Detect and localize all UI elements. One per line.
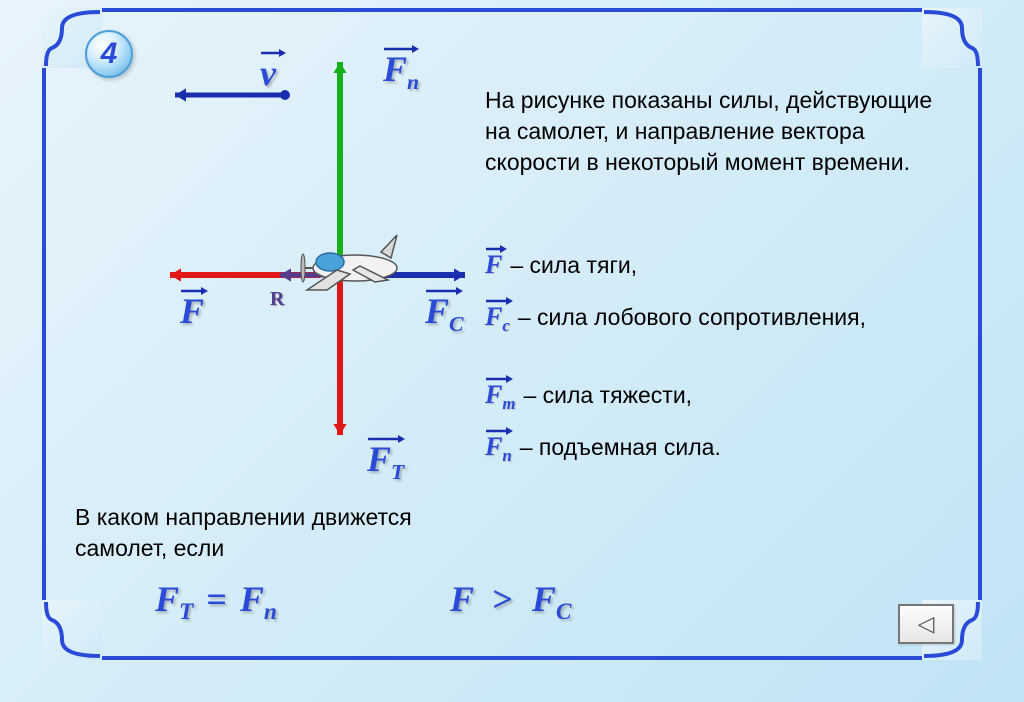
equation-1: FТ = Fп bbox=[155, 578, 277, 626]
legend-gravity: Fт – сила тяжести, bbox=[485, 380, 692, 414]
thrust-label: F bbox=[180, 290, 204, 332]
gravity-label: FТ bbox=[367, 438, 404, 485]
velocity-origin-dot bbox=[280, 90, 290, 100]
legend-drag: Fс – сила лобового сопротивления, bbox=[485, 302, 866, 336]
legend-drag-text: – сила лобового сопротивления, bbox=[518, 302, 866, 331]
lift-label: Fп bbox=[383, 48, 419, 95]
corner-ornament-bl bbox=[42, 600, 102, 660]
airplane-icon bbox=[301, 235, 397, 290]
problem-description: На рисунке показаны силы, действующие на… bbox=[485, 85, 960, 178]
question-text: В каком направлении движется самолет, ес… bbox=[75, 502, 455, 564]
legend-lift-text: – подъемная сила. bbox=[520, 432, 721, 461]
back-icon: ◁ bbox=[918, 611, 935, 637]
legend-thrust: F – сила тяги, bbox=[485, 250, 637, 280]
legend-lift: Fп – подъемная сила. bbox=[485, 432, 721, 466]
drag-label: FС bbox=[425, 290, 463, 337]
resultant-label: R bbox=[270, 288, 284, 311]
legend-thrust-text: – сила тяги, bbox=[510, 250, 637, 279]
back-button[interactable]: ◁ bbox=[898, 604, 954, 644]
force-diagram: v Fп F R FС FТ bbox=[75, 30, 475, 450]
legend-gravity-text: – сила тяжести, bbox=[523, 380, 692, 409]
equation-2: F > FС bbox=[450, 578, 572, 626]
velocity-label: v bbox=[260, 52, 276, 94]
corner-ornament-tr bbox=[922, 8, 982, 68]
